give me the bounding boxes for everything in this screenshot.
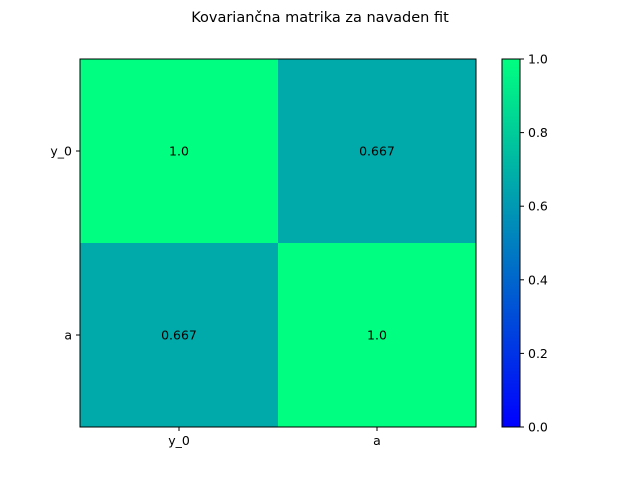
heatmap-cell <box>80 59 279 244</box>
colorbar-tick-label: 0.0 <box>528 420 548 435</box>
colorbar-tick-label: 0.4 <box>528 272 548 287</box>
heatmap-cell <box>278 59 477 244</box>
y-axis: y_0a <box>50 144 80 343</box>
heatmap-cell <box>278 243 477 428</box>
colorbar-axis: 0.0 0.2 0.4 0.6 0.8 1.0 <box>520 52 548 435</box>
plot-frame <box>79 58 477 428</box>
cell-value-label: 0.667 <box>359 144 395 159</box>
x-tick-label: a <box>373 433 381 448</box>
y-tick-label: y_0 <box>50 144 72 159</box>
cell-value-label: 0.667 <box>161 328 197 343</box>
colorbar-tick-label: 0.6 <box>528 199 548 214</box>
x-axis: y_0 a <box>168 427 381 448</box>
heatmap-cell <box>80 243 279 428</box>
x-tick-label: y_0 <box>168 433 190 448</box>
y-tick-label: a <box>64 328 72 343</box>
heatmap-cell-labels: 1.0 0.667 0.667 1.0 <box>161 144 395 343</box>
colorbar-tick-label: 0.8 <box>528 125 548 140</box>
colorbar-tick-label: 0.2 <box>528 346 548 361</box>
heatmap-cells <box>80 59 477 428</box>
chart-title: Kovariančna matrika za navaden fit <box>191 10 449 26</box>
cell-value-label: 1.0 <box>169 144 189 159</box>
cell-value-label: 1.0 <box>367 328 387 343</box>
colorbar <box>501 58 521 428</box>
colorbar-tick-label: 1.0 <box>528 52 548 67</box>
